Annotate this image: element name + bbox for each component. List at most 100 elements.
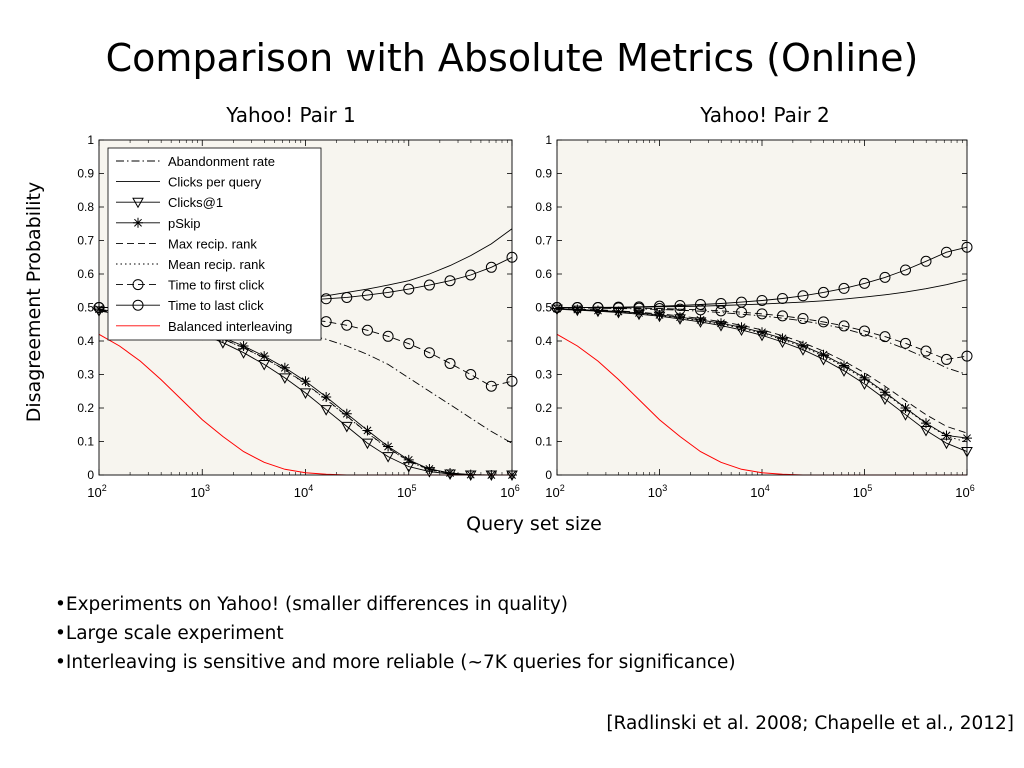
data-point [382, 330, 394, 342]
series-line [556, 307, 968, 434]
x-tick-label: 104 [750, 483, 769, 500]
data-point [383, 441, 394, 452]
data-point [879, 331, 891, 343]
data-point [572, 304, 583, 315]
data-point [340, 421, 353, 433]
data-point [320, 405, 332, 416]
series-line [557, 307, 968, 360]
y-tick-label: 0.8 [535, 200, 552, 214]
y-tick-label: 1 [545, 133, 552, 147]
data-point [900, 264, 912, 276]
data-point [900, 337, 912, 349]
chart-title-pair-2: Yahoo! Pair 2 [700, 103, 830, 127]
data-point [695, 298, 707, 310]
x-tick-label: 106 [955, 483, 974, 500]
data-point [921, 418, 931, 429]
data-point [756, 294, 768, 306]
data-point [485, 380, 497, 392]
plot-frame [556, 139, 968, 476]
y-tick-label: 0.2 [535, 401, 552, 415]
chart-panel-1: 0 0.1 0.2 0.3 0.4 0.5 0.6 0.7 0.8 0.9 1 102 103 104 10… [77, 133, 519, 500]
data-point [382, 452, 394, 463]
data-point [736, 296, 748, 308]
data-point [341, 319, 353, 331]
y-tick-label: 1 [87, 133, 94, 147]
y-tick-label: 0.7 [77, 234, 94, 248]
data-point [757, 327, 767, 338]
y-tick-label: 0.1 [535, 435, 552, 449]
series-time-to-last-click [551, 241, 973, 313]
bullet-item: •Large scale experiment [55, 623, 284, 644]
bullet-list: •Experiments on Yahoo! (smaller differen… [55, 590, 736, 677]
data-point [838, 282, 850, 294]
data-point [920, 255, 932, 267]
legend-marker-pskip [133, 217, 143, 228]
data-point [361, 438, 374, 450]
y-tick-label: 0 [545, 468, 552, 482]
y-tick-label: 0.9 [77, 167, 94, 181]
y-tick-label: 0.6 [77, 267, 94, 281]
data-point [880, 387, 890, 398]
y-tick-label: 0.4 [535, 334, 552, 348]
data-point [300, 376, 311, 387]
series-mean-recip-rank [556, 308, 968, 443]
data-point [259, 351, 270, 362]
series-max-recip-rank [556, 307, 968, 434]
plot-frame [98, 139, 513, 476]
data-point [654, 300, 665, 312]
legend: Abandonment rate Clicks per query Clicks@1… [107, 147, 322, 341]
data-point [859, 325, 870, 337]
data-point [941, 353, 952, 365]
data-point [424, 463, 435, 474]
legend-marker-time-to-last-click [132, 299, 144, 311]
legend-label-mean-recip-rank: Mean recip. rank [168, 257, 265, 272]
data-point [279, 362, 290, 373]
data-point [403, 454, 414, 465]
bullet-item: •Interleaving is sensitive and more reli… [55, 652, 736, 673]
data-point [571, 302, 583, 313]
series-line [98, 309, 512, 476]
data-point [777, 292, 789, 304]
legend-label-balanced-interleaving: Balanced interleaving [168, 319, 292, 334]
data-point [797, 313, 809, 325]
citation: [Radlinski et al. 2008; Chapelle et al.,… [606, 713, 1014, 734]
legend-marker-time-to-first-click [132, 279, 144, 291]
data-point [695, 314, 706, 325]
legend-label-abandonment-rate: Abandonment rate [168, 154, 275, 169]
data-point [633, 301, 645, 313]
data-point [777, 333, 788, 344]
data-point [321, 391, 332, 402]
data-point [715, 318, 726, 329]
legend-label-clicks-per-query: Clicks per query [168, 175, 262, 190]
y-tick-label: 0.4 [77, 334, 94, 348]
y-tick-label: 0 [87, 468, 94, 482]
x-tick-label: 102 [87, 483, 106, 500]
y-tick-label: 0.3 [535, 368, 552, 382]
slide-title: Comparison with Absolute Metrics (Online… [105, 36, 919, 80]
data-point [839, 360, 849, 371]
data-point [941, 430, 952, 441]
data-point [859, 277, 870, 289]
data-point [715, 297, 727, 309]
x-tick-label: 102 [545, 483, 564, 500]
data-point [592, 302, 604, 313]
data-point [341, 291, 353, 303]
data-point [279, 373, 291, 384]
data-point [444, 357, 456, 369]
data-point [362, 425, 373, 436]
data-point [465, 369, 477, 380]
data-point [403, 283, 415, 295]
y-tick-label: 0.2 [77, 401, 94, 415]
data-point [299, 388, 312, 399]
data-point [674, 303, 686, 315]
data-point [465, 269, 477, 281]
x-tick-label: 103 [191, 483, 210, 500]
legend-label-time-to-first-click: Time to first click [168, 278, 265, 293]
legend-box [107, 147, 322, 341]
data-point [675, 312, 686, 323]
data-point [423, 279, 435, 291]
data-point [715, 305, 727, 317]
y-tick-label: 0.5 [535, 301, 552, 315]
data-point [859, 372, 870, 383]
